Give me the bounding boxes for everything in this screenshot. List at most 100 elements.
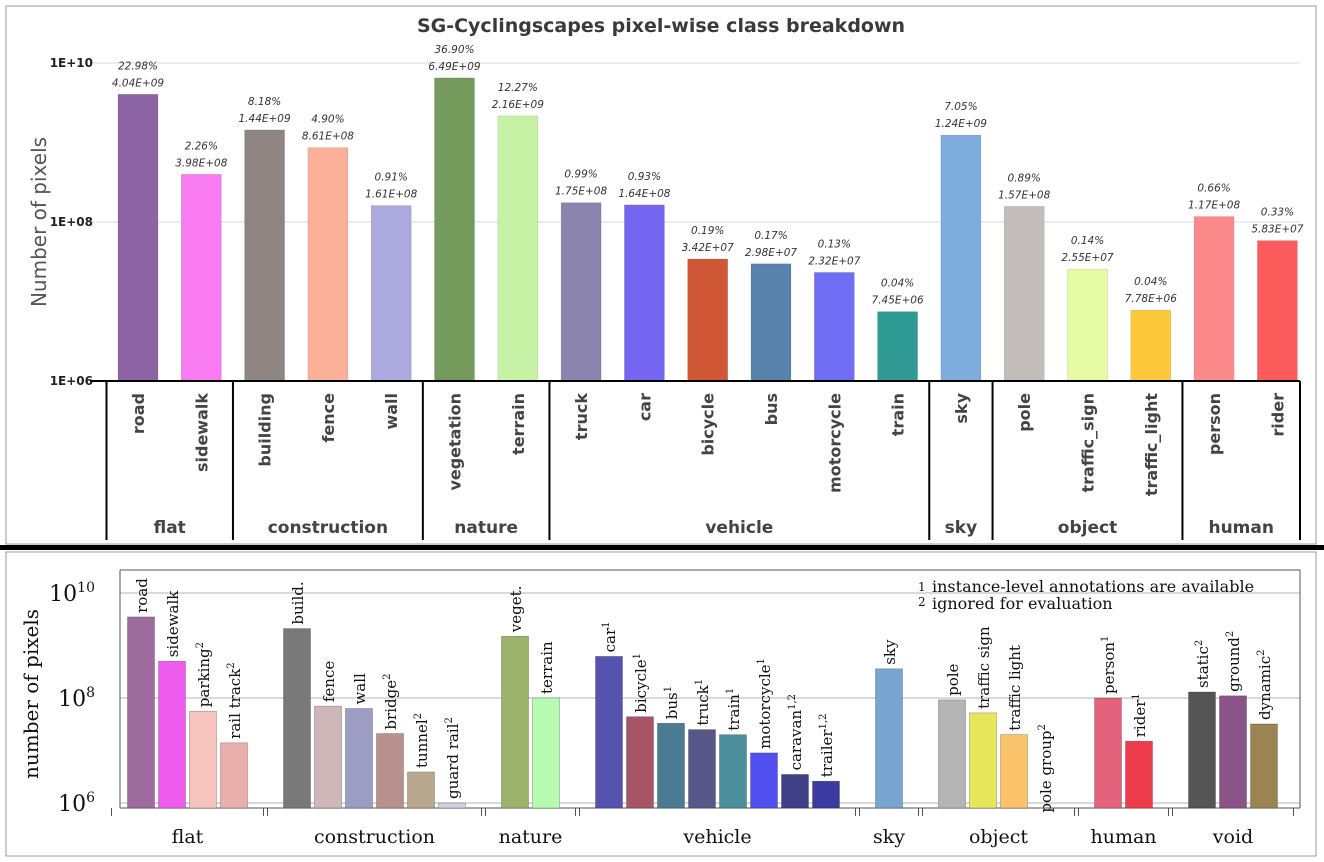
category-label-traffic_light: traffic_light [1142, 393, 1161, 496]
category-label-fence: fence [319, 393, 338, 443]
bar-sidewalk [158, 661, 186, 809]
category-label: tunnel2 [413, 713, 431, 768]
bar-value-label: 1.44E+09 [239, 113, 291, 125]
group-label-nature: nature [499, 826, 563, 848]
category-superscript: 2 [226, 662, 237, 668]
category-name: train [725, 694, 743, 731]
top-chart-y-axis-label: Number of pixels [27, 137, 51, 307]
bar-car [624, 204, 665, 382]
category-superscript: 2 [195, 642, 206, 648]
category-superscript: 2 [382, 674, 393, 680]
group-label-object: object [1058, 518, 1117, 538]
y-tick-label: 1E+06 [50, 374, 93, 388]
category-superscript: 1 [1100, 636, 1111, 642]
category-name: trailer [818, 729, 836, 778]
top-chart-data-labels: 22.98% 4.04E+09 2.26% 3.98E+08 8.18% 1.44E+09… [112, 44, 1304, 307]
bar-percent-label: 0.91% [375, 172, 408, 184]
group-label-flat: flat [172, 826, 204, 848]
group-label-human: human [1090, 826, 1156, 848]
bar-parking [189, 710, 217, 809]
group-label-construction: construction [314, 826, 435, 848]
bar-static [1188, 691, 1216, 809]
category-name: person [1100, 642, 1118, 694]
group-label-human: human [1208, 518, 1274, 538]
bar-percent-label: 7.05% [944, 101, 977, 113]
bar-value-label: 1.64E+08 [618, 188, 670, 200]
bar-percent-label: 0.04% [881, 278, 914, 290]
category-name: guard rail [444, 723, 462, 799]
category-label-person: person [1205, 393, 1224, 455]
bar-value-label: 6.49E+09 [428, 61, 480, 73]
category-label: guard rail2 [444, 717, 462, 799]
bar-sky [940, 134, 982, 382]
bar-terrain [532, 697, 560, 809]
bar-sidewalk [181, 174, 222, 382]
bar-rider [1125, 740, 1153, 809]
bar-trailer [812, 780, 840, 809]
bar-traffic-light [1000, 734, 1028, 809]
bar-train [877, 311, 918, 382]
top-chart-bars [117, 77, 1298, 382]
category-name: road [133, 578, 151, 613]
category-name: fence [320, 661, 338, 702]
category-label: road [133, 578, 151, 613]
top-chart-category-labels: road sidewalk building fence wall vegetation t… [129, 392, 1287, 496]
bar-train [719, 734, 747, 809]
category-label: sidewalk [164, 590, 182, 658]
y-tick-exponent: 8 [86, 685, 95, 701]
category-label-rider: rider [1268, 393, 1287, 437]
category-label: ground2 [1225, 631, 1243, 692]
category-name: dynamic [1256, 656, 1274, 720]
y-tick-label: 106 [58, 790, 95, 817]
bar-value-label: 4.04E+09 [112, 77, 164, 89]
legend-text-1: instance-level annotations are available [932, 577, 1254, 596]
y-tick-label: 1010 [49, 580, 95, 607]
category-name: static [1194, 646, 1212, 688]
bar-percent-label: 0.89% [1008, 172, 1041, 184]
category-label: rider1 [1131, 693, 1149, 737]
bar-vegetation [434, 77, 475, 382]
bar-percent-label: 0.13% [818, 238, 851, 250]
top-chart-title: SG-Cyclingscapes pixel-wise class breakd… [417, 15, 905, 37]
category-superscript: 1 [632, 653, 643, 659]
bar-build- [283, 628, 311, 809]
bar-bicycle [626, 716, 654, 809]
bottom-chart-bars [127, 616, 1278, 809]
top-chart-group-labels: flat construction nature vehicle sky object hu… [90, 380, 1301, 540]
bar-rail-track [220, 742, 248, 809]
category-superscript: 2 [1194, 640, 1205, 646]
category-superscript: 2 [413, 713, 424, 719]
category-label: wall [351, 673, 369, 705]
bar-pole [938, 699, 966, 809]
category-label-pole: pole [1015, 393, 1034, 432]
bar-truck [688, 729, 716, 809]
category-superscript: 1,2 [787, 694, 798, 710]
y-tick-exponent: 10 [77, 580, 95, 596]
bar-terrain [497, 115, 539, 382]
bar-value-label: 1.17E+08 [1188, 200, 1240, 212]
bar-veget- [501, 635, 529, 809]
y-tick-label: 108 [58, 685, 95, 712]
category-superscript: 1 [694, 679, 705, 685]
category-name: caravan [787, 710, 805, 771]
category-label-car: car [635, 393, 654, 421]
y-tick-exponent: 6 [86, 790, 95, 806]
category-label-sidewalk: sidewalk [192, 393, 211, 472]
bar-road [127, 616, 155, 809]
category-superscript: 1 [756, 658, 767, 664]
category-name: pole [944, 663, 962, 695]
bar-percent-label: 0.19% [691, 225, 724, 237]
category-label-wall: wall [382, 393, 401, 430]
bar-value-label: 2.16E+09 [492, 99, 544, 111]
category-superscript: 1 [663, 686, 674, 692]
category-name: sidewalk [164, 590, 182, 658]
category-label: terrain [538, 641, 556, 694]
category-label: build. [289, 581, 307, 624]
bar-percent-label: 0.66% [1197, 183, 1230, 195]
category-label: dynamic2 [1256, 649, 1274, 719]
category-superscript: 2 [1256, 649, 1267, 655]
category-name: bus [663, 692, 681, 719]
category-label-road: road [129, 393, 148, 434]
category-name: traffic light [1006, 645, 1024, 731]
